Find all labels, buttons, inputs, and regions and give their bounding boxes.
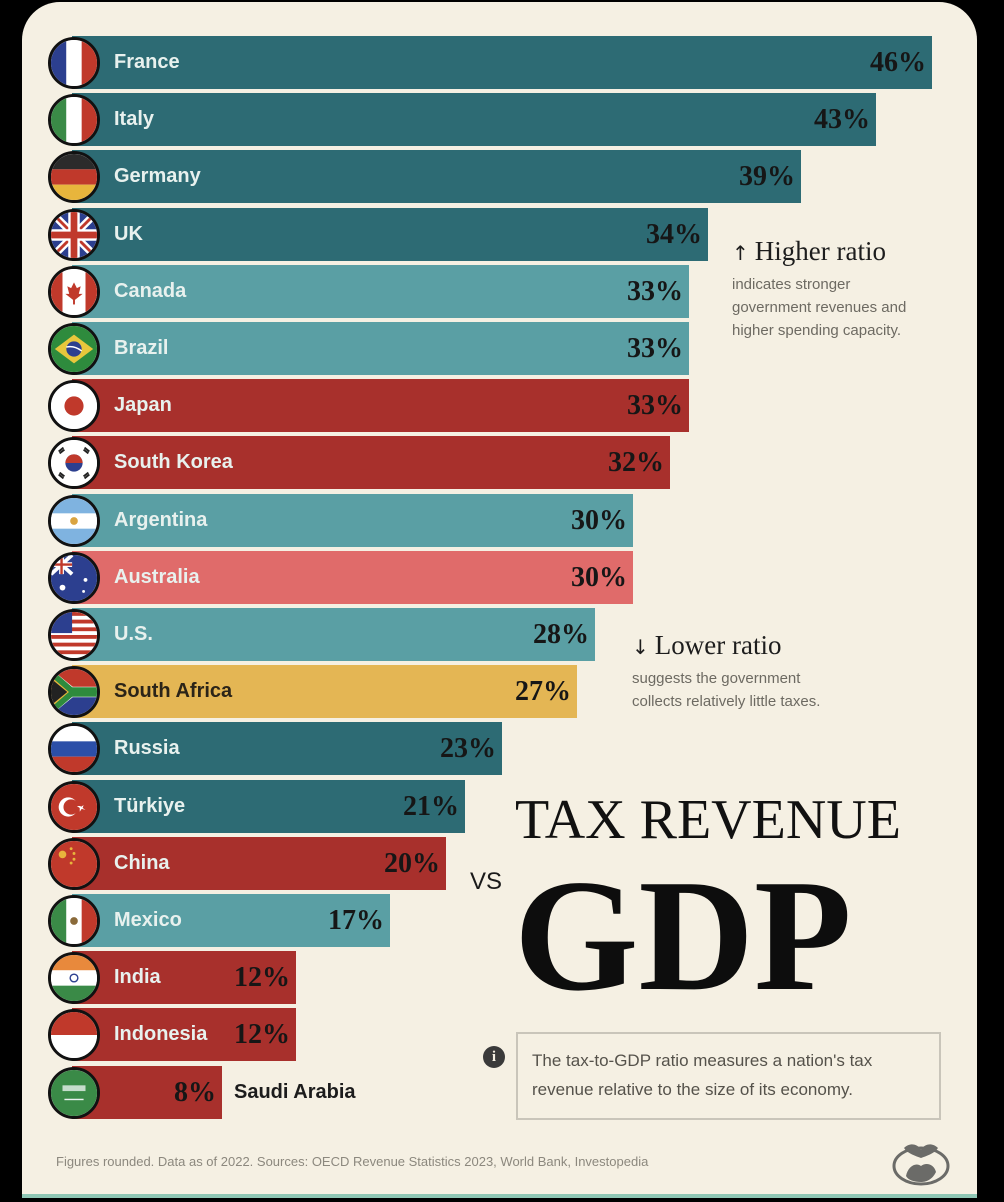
bar-uk: 34% UK (72, 208, 708, 261)
bar-category-label: Russia (114, 737, 180, 759)
italy-flag-icon (48, 94, 100, 146)
bar-germany: 39% Germany (72, 150, 801, 203)
brand-logo-icon (892, 1144, 950, 1186)
mexico-flag-icon (48, 895, 100, 947)
bar-value-label: 34% (646, 219, 702, 250)
bar-category-label: Indonesia (114, 1023, 208, 1045)
china-flag-icon (48, 838, 100, 890)
bar-indonesia: 12% Indonesia (72, 1008, 296, 1061)
india-flag-icon (48, 952, 100, 1004)
south-africa-flag-icon (48, 666, 100, 718)
indonesia-flag-icon (48, 1009, 100, 1061)
bar-china: 20% China (72, 837, 446, 890)
germany-flag-icon (48, 151, 100, 203)
bar-japan: 33% Japan (72, 379, 689, 432)
bar-category-label: U.S. (114, 623, 153, 645)
bar-category-label: Japan (114, 394, 172, 416)
bar-category-label: Brazil (114, 337, 169, 359)
bar-australia: 30% Australia (72, 551, 633, 604)
bar-category-label: Türkiye (114, 795, 186, 817)
bar-category-label: Canada (114, 280, 187, 302)
argentina-flag-icon (48, 495, 100, 547)
us-flag-icon (48, 609, 100, 661)
bar-category-label: Italy (114, 108, 155, 130)
bar-category-label: UK (114, 223, 143, 245)
bar-value-label: 33% (627, 333, 683, 364)
bar-category-label: Argentina (114, 509, 208, 531)
uk-flag-icon (48, 209, 100, 261)
title-gdp: GDP (514, 846, 852, 1024)
bar-value-label: 30% (571, 505, 627, 536)
infographic-card: 46% France 43% Italy 39% Germany 34% UK 33% Canad… (22, 2, 977, 1198)
bar-value-label: 28% (533, 619, 589, 650)
bottom-strip (22, 1194, 977, 1198)
russia-flag-icon (48, 723, 100, 775)
bar-t-rkiye: 21% Türkiye (72, 780, 465, 833)
bar-value-label: 30% (571, 562, 627, 593)
bar-france: 46% France (72, 36, 932, 89)
info-box: The tax-to-GDP ratio measures a nation's… (516, 1032, 941, 1120)
bar-india: 12% India (72, 951, 296, 1004)
bar-saudi-arabia: 8% (72, 1066, 222, 1119)
lower-ratio-title: ↓ Lower ratio (632, 630, 782, 660)
bar-value-label: 27% (515, 676, 571, 707)
higher-ratio-body: indicates stronger government revenues a… (732, 276, 907, 339)
south-korea-flag-icon (48, 437, 100, 489)
info-icon: i (483, 1046, 505, 1068)
bar-category-label: South Korea (114, 451, 233, 473)
title-vs: VS (470, 868, 503, 895)
bar-value-label: 46% (870, 47, 926, 78)
arrow-down-icon: ↓ (632, 635, 649, 659)
bar-canada: 33% Canada (72, 265, 689, 318)
turkiye-flag-icon (48, 781, 100, 833)
bar-value-label: 17% (328, 905, 384, 936)
bar-chart: 46% France 43% Italy 39% Germany 34% UK 33% Canad… (22, 2, 977, 1122)
bar-south-africa: 27% South Africa (72, 665, 577, 718)
bar-value-label: 12% (234, 962, 290, 993)
japan-flag-icon (48, 380, 100, 432)
bar-italy: 43% Italy (72, 93, 876, 146)
bar-category-label: Germany (114, 165, 201, 187)
higher-ratio-title: ↑ Higher ratio (732, 236, 886, 266)
bar-russia: 23% Russia (72, 722, 502, 775)
bar-category-label: Saudi Arabia (234, 1081, 356, 1103)
bar-value-label: 32% (608, 447, 664, 478)
footer-sources: Figures rounded. Data as of 2022. Source… (56, 1154, 649, 1169)
title-tax-revenue: TAX REVENUE (515, 789, 901, 851)
higher-ratio-note: ↑ Higher ratio indicates stronger governm… (732, 236, 972, 342)
lower-ratio-note: ↓ Lower ratio suggests the government col… (632, 630, 872, 713)
bar-value-label: 39% (739, 161, 795, 192)
bar-value-label: 12% (234, 1019, 290, 1050)
bar-value-label: 33% (627, 276, 683, 307)
brazil-flag-icon (48, 323, 100, 375)
lower-ratio-body: suggests the government collects relativ… (632, 670, 821, 710)
france-flag-icon (48, 37, 100, 89)
bar-value-label: 20% (384, 848, 440, 879)
bar-category-label: Mexico (114, 909, 182, 931)
bar-category-label: South Africa (114, 680, 233, 702)
bar-value-label: 8% (174, 1077, 216, 1108)
bar-category-label: France (114, 51, 180, 73)
bar-value-label: 21% (403, 791, 459, 822)
bar-category-label: Australia (114, 566, 200, 588)
bar-value-label: 43% (814, 104, 870, 135)
bar-south-korea: 32% South Korea (72, 436, 670, 489)
bar-mexico: 17% Mexico (72, 894, 390, 947)
bar-category-label: China (114, 852, 170, 874)
australia-flag-icon (48, 552, 100, 604)
bar-u-s: 28% U.S. (72, 608, 595, 661)
bar-value-label: 23% (440, 733, 496, 764)
bar-brazil: 33% Brazil (72, 322, 689, 375)
saudi-arabia-flag-icon (48, 1067, 100, 1119)
bar-argentina: 30% Argentina (72, 494, 633, 547)
bar-value-label: 33% (627, 390, 683, 421)
canada-flag-icon (48, 266, 100, 318)
bar-category-label: India (114, 966, 161, 988)
arrow-up-icon: ↑ (732, 241, 749, 265)
